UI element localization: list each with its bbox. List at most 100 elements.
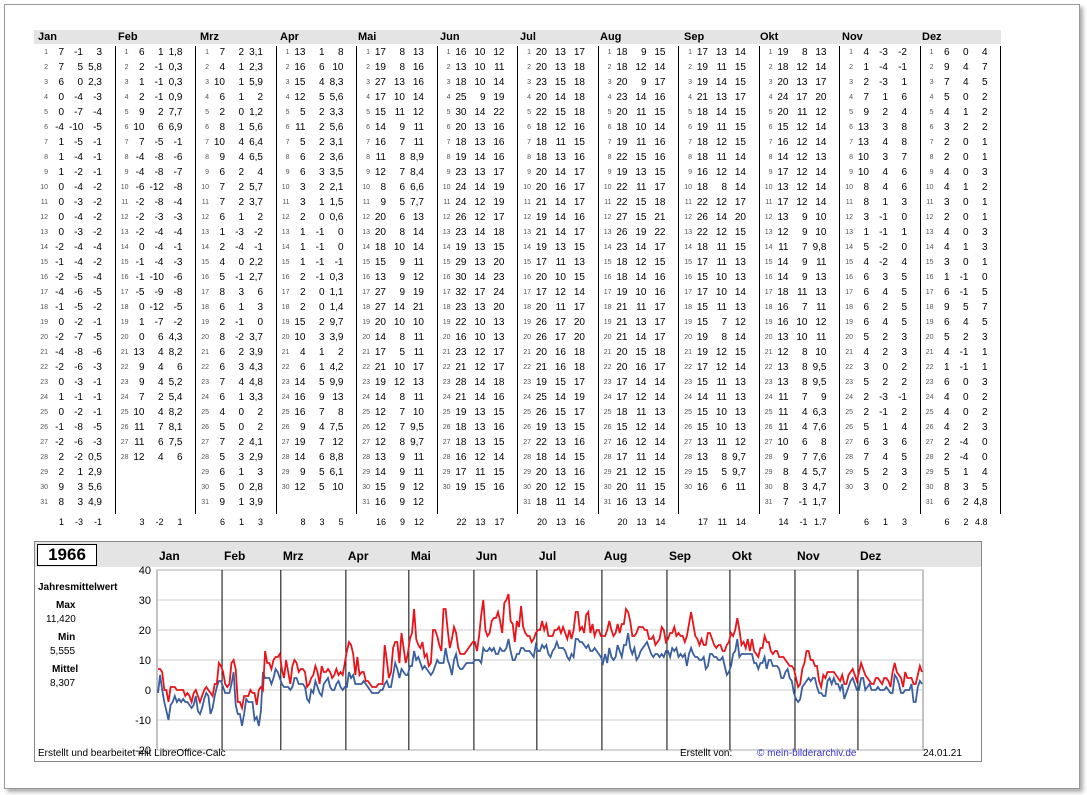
day-mean: -3 <box>93 362 102 373</box>
month-summary-value: 3 <box>139 517 145 527</box>
day-number: 14 <box>201 244 209 251</box>
day-max: 10 <box>857 167 869 178</box>
month-column-okt: 1 19 8 13 2 18 12 14 3 20 13 17 4 24 17 20 5 20 11 12 6 15 12 1… <box>759 46 840 527</box>
day-min: 12 <box>554 482 566 493</box>
month-summary-value: 14 <box>778 517 789 527</box>
day-mean: 17 <box>573 197 585 208</box>
day-row: 16 1 -1 0 <box>920 271 1001 286</box>
day-mean: 10 <box>815 227 827 238</box>
day-row: 20 26 17 20 <box>517 331 598 346</box>
day-row: 12 3 -1 0 <box>839 211 920 226</box>
month-summary-value: 14 <box>735 517 746 527</box>
day-min: 1 <box>962 242 969 253</box>
day-number: 7 <box>688 139 692 146</box>
day-min: 10 <box>635 122 647 133</box>
day-min: 9 <box>479 92 486 103</box>
day-row: 1 19 8 13 <box>759 46 840 61</box>
day-max: 23 <box>455 302 467 313</box>
month-summary-value: 11 <box>717 517 727 527</box>
day-max: 8 <box>943 482 950 493</box>
day-mean: 11 <box>413 257 424 268</box>
day-min: 10 <box>796 317 808 328</box>
day-max: 16 <box>294 62 306 73</box>
day-min: -4 <box>74 182 83 193</box>
day-min: 6 <box>157 437 164 448</box>
day-row: 18 16 7 11 <box>759 301 840 316</box>
day-row: 5 20 11 12 <box>759 106 840 121</box>
day-number: 29 <box>362 469 370 476</box>
day-row: 3 23 15 18 <box>517 76 598 91</box>
day-min: 13 <box>554 47 566 58</box>
day-mean: 1 <box>981 257 988 268</box>
day-mean: 10 <box>332 482 344 493</box>
day-number: 23 <box>764 379 773 386</box>
day-number: 17 <box>120 289 129 296</box>
day-max: 1 <box>138 317 145 328</box>
day-number: 24 <box>120 394 129 401</box>
day-mean: 0 <box>337 242 344 253</box>
day-min: 5 <box>77 62 83 73</box>
month-column-mrz: 1 7 2 3,1 2 4 1 2,3 3 10 1 5,9 4 6 1 2 5 2 0 1,2 6 8 1 5,6 7 10 4 6… <box>195 46 277 527</box>
day-mean: 14 <box>654 497 666 508</box>
day-number: 28 <box>603 454 612 461</box>
day-number: 10 <box>684 184 692 191</box>
day-max: 19 <box>696 62 708 73</box>
day-mean: 13 <box>573 257 585 268</box>
y-tick-label: 40 <box>139 565 151 577</box>
day-min: 8 <box>399 152 405 163</box>
day-min: 0 <box>238 407 244 418</box>
day-min: 11 <box>797 287 808 298</box>
footer-website-link[interactable]: © mein-bilderarchiv.de <box>757 748 857 759</box>
day-min: 2 <box>238 347 244 358</box>
month-summary-value: 17 <box>494 517 505 527</box>
day-min: 3 <box>77 497 83 508</box>
day-row: 17 17 10 14 <box>678 286 759 301</box>
day-row: 6 10 6 6,9 <box>115 121 196 136</box>
day-number: 5 <box>44 109 48 116</box>
day-mean: 13 <box>412 47 424 58</box>
day-min: 5 <box>962 302 969 313</box>
day-number: 29 <box>603 469 612 476</box>
day-min: 13 <box>474 242 486 253</box>
day-mean: 15 <box>734 62 746 73</box>
day-row: 21 20 16 18 <box>517 346 598 361</box>
day-max: 18 <box>616 272 628 283</box>
month-summary-value: -2 <box>155 517 164 527</box>
day-max: -2 <box>135 197 145 208</box>
day-row: 27 11 6 7,5 <box>115 436 196 451</box>
month-summary-value: -3 <box>74 517 83 527</box>
day-number: 22 <box>120 364 129 371</box>
day-mean: 0,3 <box>168 77 183 88</box>
day-row: 15 4 0 2,2 <box>195 256 276 271</box>
day-mean: 6,1 <box>329 467 344 478</box>
day-min: 15 <box>554 377 566 388</box>
day-number: 10 <box>362 184 370 191</box>
day-min: 13 <box>554 437 566 448</box>
day-row: 15 14 9 11 <box>759 256 840 271</box>
day-mean: -1 <box>93 317 102 328</box>
day-max: 16 <box>777 317 789 328</box>
day-mean: 3 <box>257 302 263 313</box>
day-number: 7 <box>768 139 773 146</box>
day-min: 2 <box>238 182 244 193</box>
day-number: 12 <box>120 214 129 221</box>
day-min: -4 <box>74 212 83 223</box>
day-row: 14 5 -2 0 <box>839 241 920 256</box>
day-max: -2 <box>55 272 64 283</box>
day-number: 9 <box>124 169 129 176</box>
day-row: 2 1 -4 -1 <box>839 61 920 76</box>
footer-software: Erstellt und bearbeitet mit LibreOffice-… <box>38 748 226 759</box>
day-max: 0 <box>58 212 64 223</box>
day-row: 11 22 15 18 <box>598 196 679 211</box>
day-row: 6 -4 -10 -5 <box>34 121 115 136</box>
day-mean: 19 <box>493 197 505 208</box>
day-max: 12 <box>374 422 386 433</box>
day-row: 9 16 12 14 <box>678 166 759 181</box>
day-row: 12 0 -4 -2 <box>34 211 115 226</box>
day-max: 11 <box>134 422 145 433</box>
day-number: 27 <box>845 439 853 446</box>
day-row: 25 15 10 13 <box>678 406 759 421</box>
day-max: 2 <box>863 407 869 418</box>
day-mean: 3 <box>981 422 988 433</box>
month-summary-value: 13 <box>636 517 647 527</box>
